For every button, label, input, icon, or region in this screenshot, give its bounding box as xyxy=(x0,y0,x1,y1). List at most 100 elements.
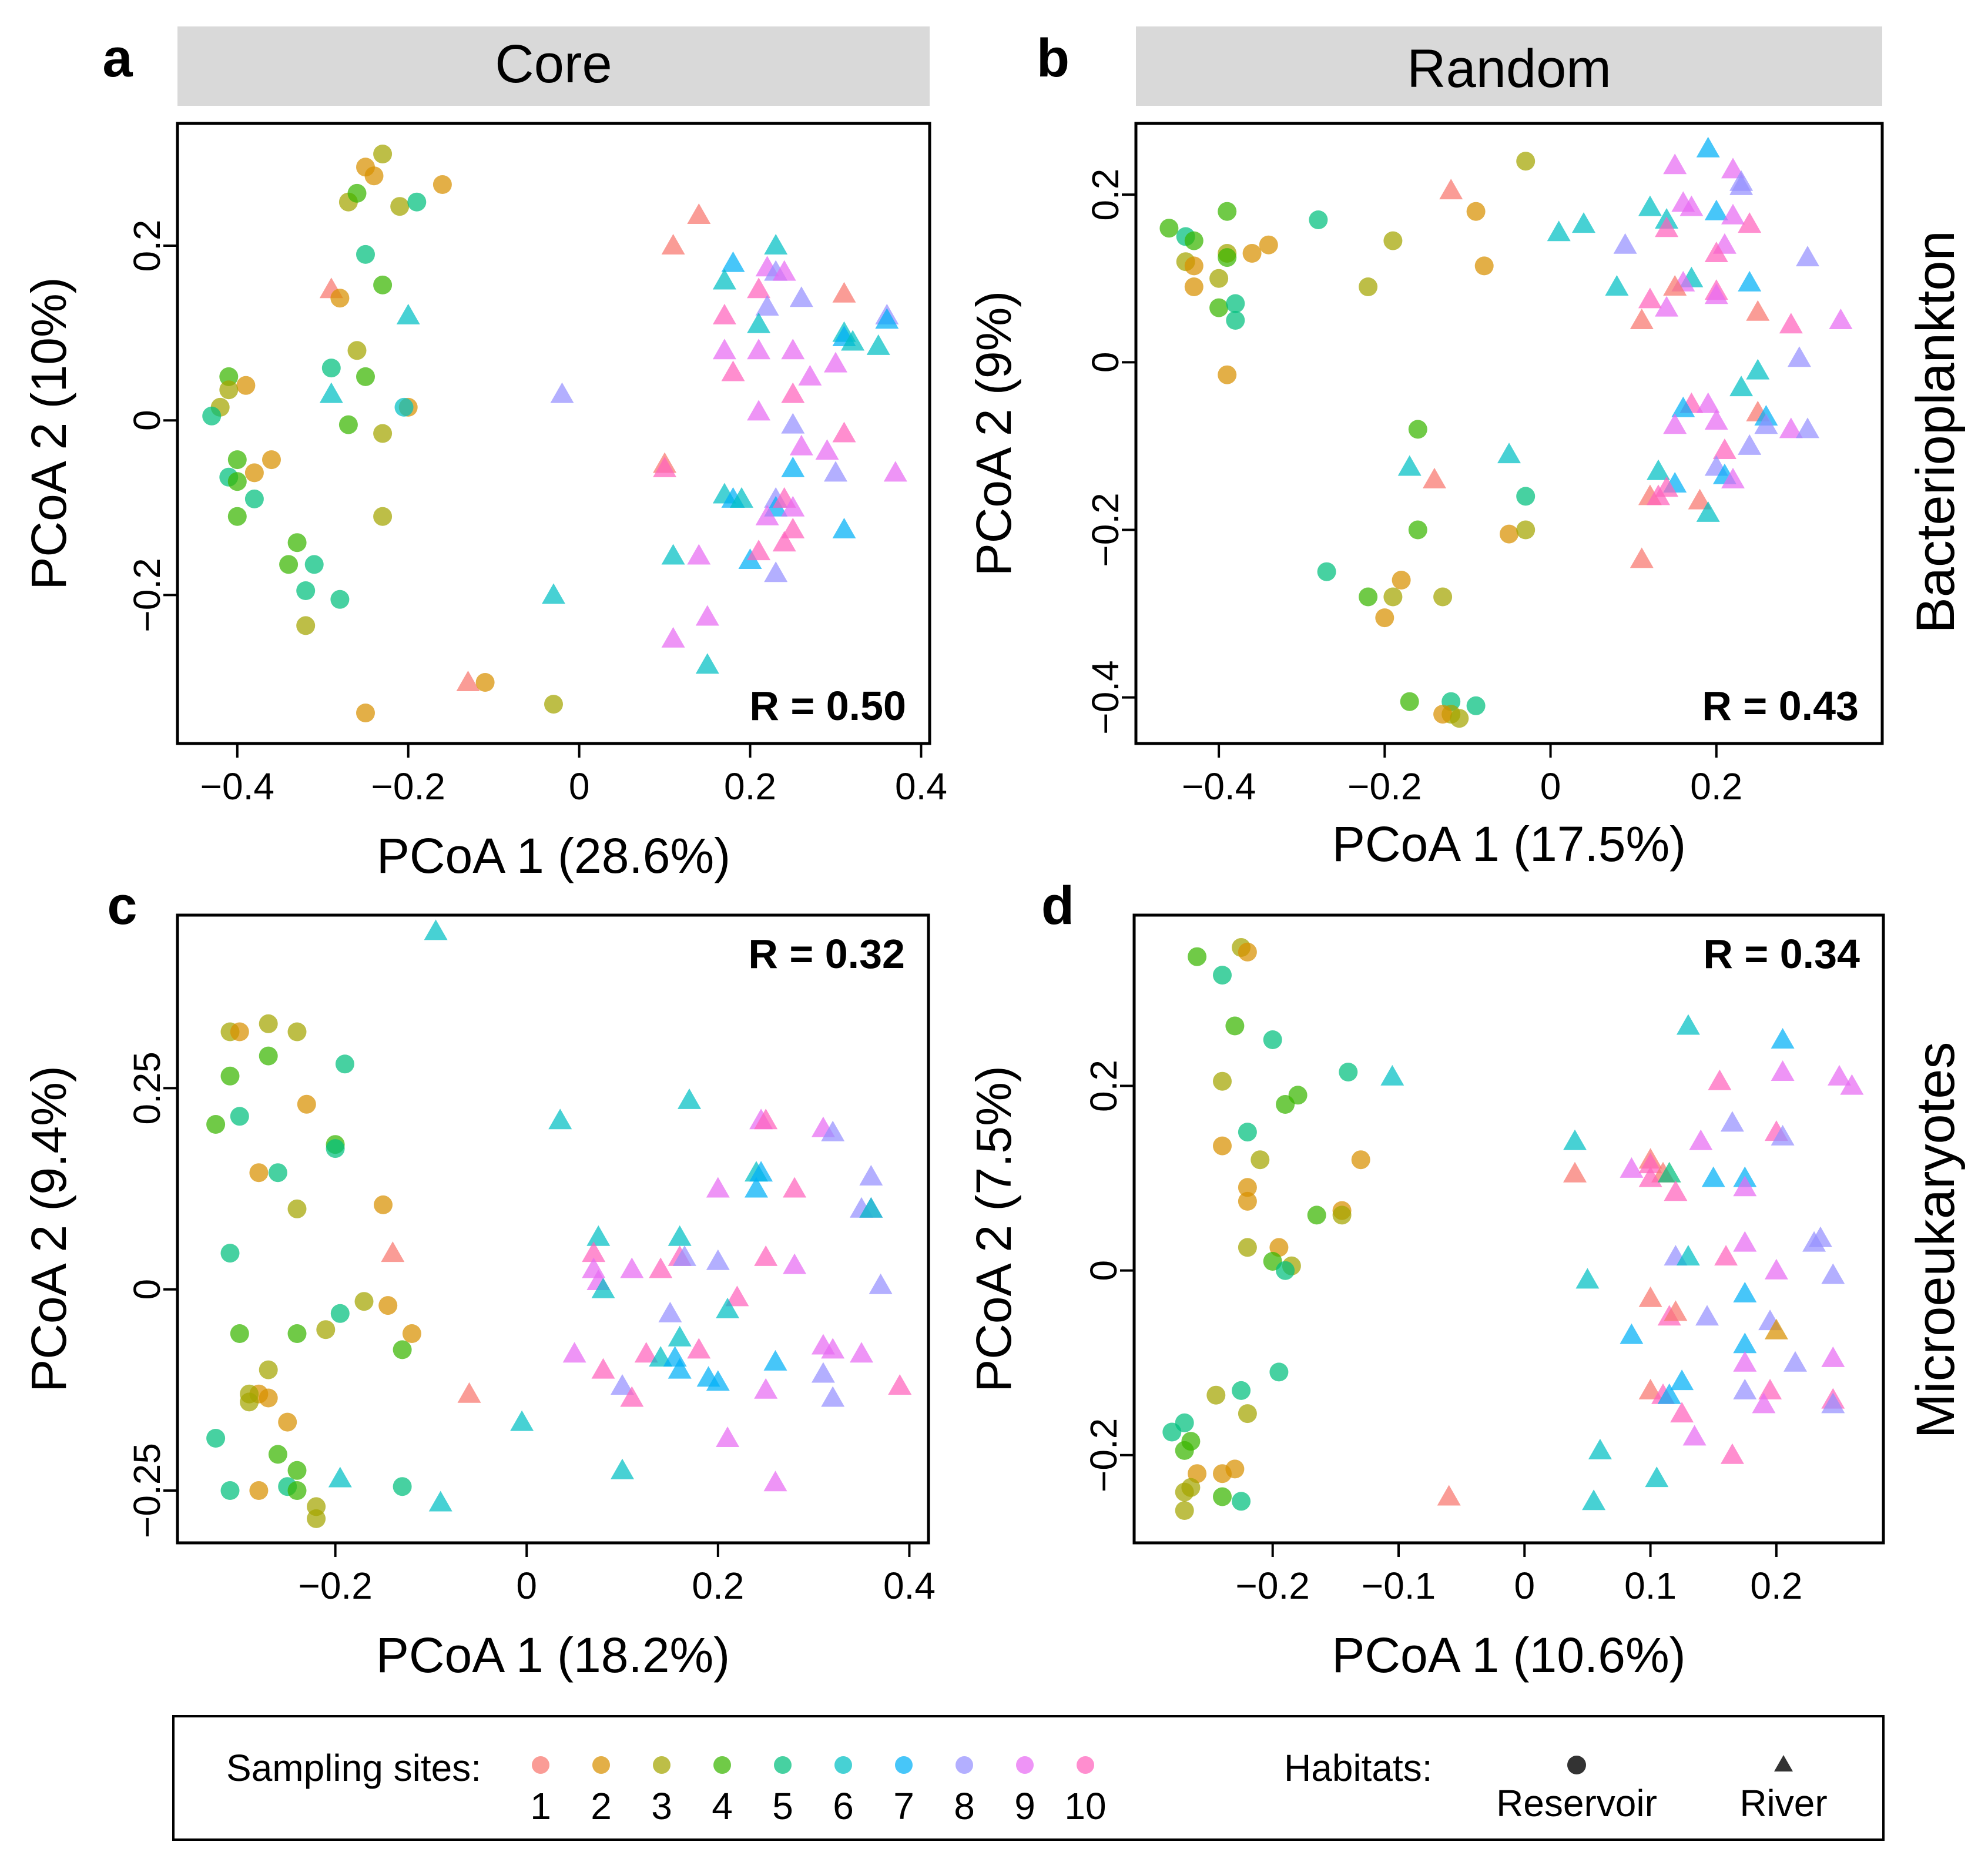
stat-label-b: R = 0.43 xyxy=(1702,683,1859,729)
point-river-site-10 xyxy=(1720,1443,1744,1464)
point-river-site-6 xyxy=(424,919,448,940)
point-reservoir-site-4 xyxy=(259,1046,278,1066)
point-reservoir-site-2 xyxy=(230,1022,249,1041)
point-reservoir-site-3 xyxy=(1332,1205,1352,1225)
point-reservoir-site-3 xyxy=(1238,1404,1257,1424)
x-axis-label-b: PCoA 1 (17.5%) xyxy=(1332,816,1686,872)
point-reservoir-site-5 xyxy=(1232,1381,1251,1400)
point-reservoir-site-5 xyxy=(1263,1030,1282,1049)
point-river-site-6 xyxy=(1746,359,1770,380)
point-reservoir-site-3 xyxy=(1206,1385,1226,1405)
point-reservoir-site-3 xyxy=(1209,269,1229,288)
point-river-site-9 xyxy=(1771,1060,1795,1081)
point-reservoir-site-4 xyxy=(1276,1095,1295,1114)
point-river-site-8 xyxy=(1720,1111,1744,1132)
point-river-site-6 xyxy=(1645,1466,1669,1488)
point-reservoir-site-3 xyxy=(544,695,563,714)
point-reservoir-site-2 xyxy=(1466,202,1486,221)
point-river-site-10 xyxy=(634,1342,658,1363)
point-river-site-9 xyxy=(1721,203,1745,225)
point-river-site-7 xyxy=(663,1346,687,1367)
point-reservoir-site-3 xyxy=(316,1320,336,1339)
point-river-site-1 xyxy=(457,1382,481,1403)
point-river-site-2 xyxy=(1764,1318,1788,1339)
point-river-site-6 xyxy=(542,583,565,604)
point-river-site-8 xyxy=(869,1273,893,1294)
x-tick-label-b: 0.2 xyxy=(1690,765,1742,808)
legend-site-1-symbol xyxy=(532,1756,549,1774)
point-reservoir-site-4 xyxy=(1188,947,1207,966)
point-reservoir-site-5 xyxy=(326,1139,345,1158)
point-river-site-7 xyxy=(749,1161,773,1182)
point-river-site-8 xyxy=(1738,434,1762,455)
point-river-site-8 xyxy=(672,1245,696,1266)
y-tick-label-b: 0.2 xyxy=(1084,169,1127,221)
point-river-site-9 xyxy=(620,1257,644,1278)
row-label-microeukaryotes: Microeukaryotes xyxy=(1906,1042,1966,1439)
point-reservoir-site-2 xyxy=(1238,1178,1257,1197)
point-river-site-10 xyxy=(1655,216,1679,237)
point-river-site-8 xyxy=(658,1301,682,1322)
point-reservoir-site-4 xyxy=(227,472,247,491)
point-river-site-9 xyxy=(1721,158,1745,179)
point-river-site-6 xyxy=(747,312,771,333)
point-reservoir-site-3 xyxy=(373,424,393,443)
x-axis-label-c: PCoA 1 (18.2%) xyxy=(376,1627,730,1683)
point-river-site-8 xyxy=(821,1386,845,1407)
point-river-site-8 xyxy=(706,1249,730,1270)
point-reservoir-site-3 xyxy=(373,507,393,526)
point-river-site-9 xyxy=(1655,296,1679,317)
point-river-site-9 xyxy=(783,1253,807,1274)
point-river-site-10 xyxy=(754,1245,778,1266)
point-river-site-10 xyxy=(747,277,771,299)
point-reservoir-site-3 xyxy=(219,380,239,400)
point-river-site-5 xyxy=(1657,1161,1681,1183)
point-reservoir-site-3 xyxy=(1213,1071,1232,1091)
point-river-site-7 xyxy=(1701,1166,1725,1187)
point-river-site-6 xyxy=(328,1466,352,1488)
y-tick-label-a: 0 xyxy=(126,410,168,431)
x-tick-label-a: −0.4 xyxy=(200,765,274,808)
point-river-site-1 xyxy=(1630,309,1654,329)
point-river-site-1 xyxy=(1663,275,1687,296)
point-river-site-7 xyxy=(1657,1383,1681,1404)
point-river-site-7 xyxy=(1671,396,1695,417)
point-river-site-10 xyxy=(1712,438,1736,459)
point-river-site-1 xyxy=(381,1241,405,1262)
point-river-site-10 xyxy=(1779,313,1803,334)
point-river-site-10 xyxy=(1704,242,1728,262)
point-reservoir-site-3 xyxy=(1175,1501,1194,1520)
point-reservoir-site-3 xyxy=(1516,520,1536,540)
point-river-site-10 xyxy=(620,1386,644,1407)
point-reservoir-site-4 xyxy=(1218,248,1237,267)
point-reservoir-site-5 xyxy=(1317,562,1336,581)
point-river-site-1 xyxy=(1439,179,1463,200)
point-reservoir-site-6 xyxy=(394,397,414,417)
point-reservoir-site-3 xyxy=(373,145,393,163)
point-river-site-10 xyxy=(1647,484,1670,505)
point-reservoir-site-2 xyxy=(364,166,384,186)
point-reservoir-site-4 xyxy=(268,1445,287,1464)
point-reservoir-site-4 xyxy=(338,415,358,434)
point-reservoir-site-5 xyxy=(220,1244,240,1263)
point-river-site-6 xyxy=(1647,459,1670,480)
point-river-site-9 xyxy=(1704,409,1728,430)
point-river-site-7 xyxy=(721,251,745,272)
x-tick-label-a: −0.2 xyxy=(371,765,445,808)
point-river-site-10 xyxy=(1714,1245,1738,1266)
point-river-site-8 xyxy=(1771,1124,1795,1146)
point-reservoir-site-4 xyxy=(287,1481,307,1500)
point-river-site-6 xyxy=(1638,195,1662,216)
point-river-site-7 xyxy=(1771,1028,1795,1049)
legend-site-7-label: 7 xyxy=(893,1785,914,1827)
x-tick-label-a: 0.4 xyxy=(895,765,947,808)
x-axis-label-a: PCoA 1 (28.6%) xyxy=(377,828,730,883)
point-river-site-6 xyxy=(1582,1489,1606,1511)
point-river-site-9 xyxy=(661,627,685,648)
point-reservoir-site-2 xyxy=(244,463,264,483)
y-tick-label-b: 0 xyxy=(1084,352,1127,373)
strip-core-label: Core xyxy=(495,34,612,94)
point-river-site-7 xyxy=(875,308,899,329)
point-river-site-6 xyxy=(1497,443,1521,464)
